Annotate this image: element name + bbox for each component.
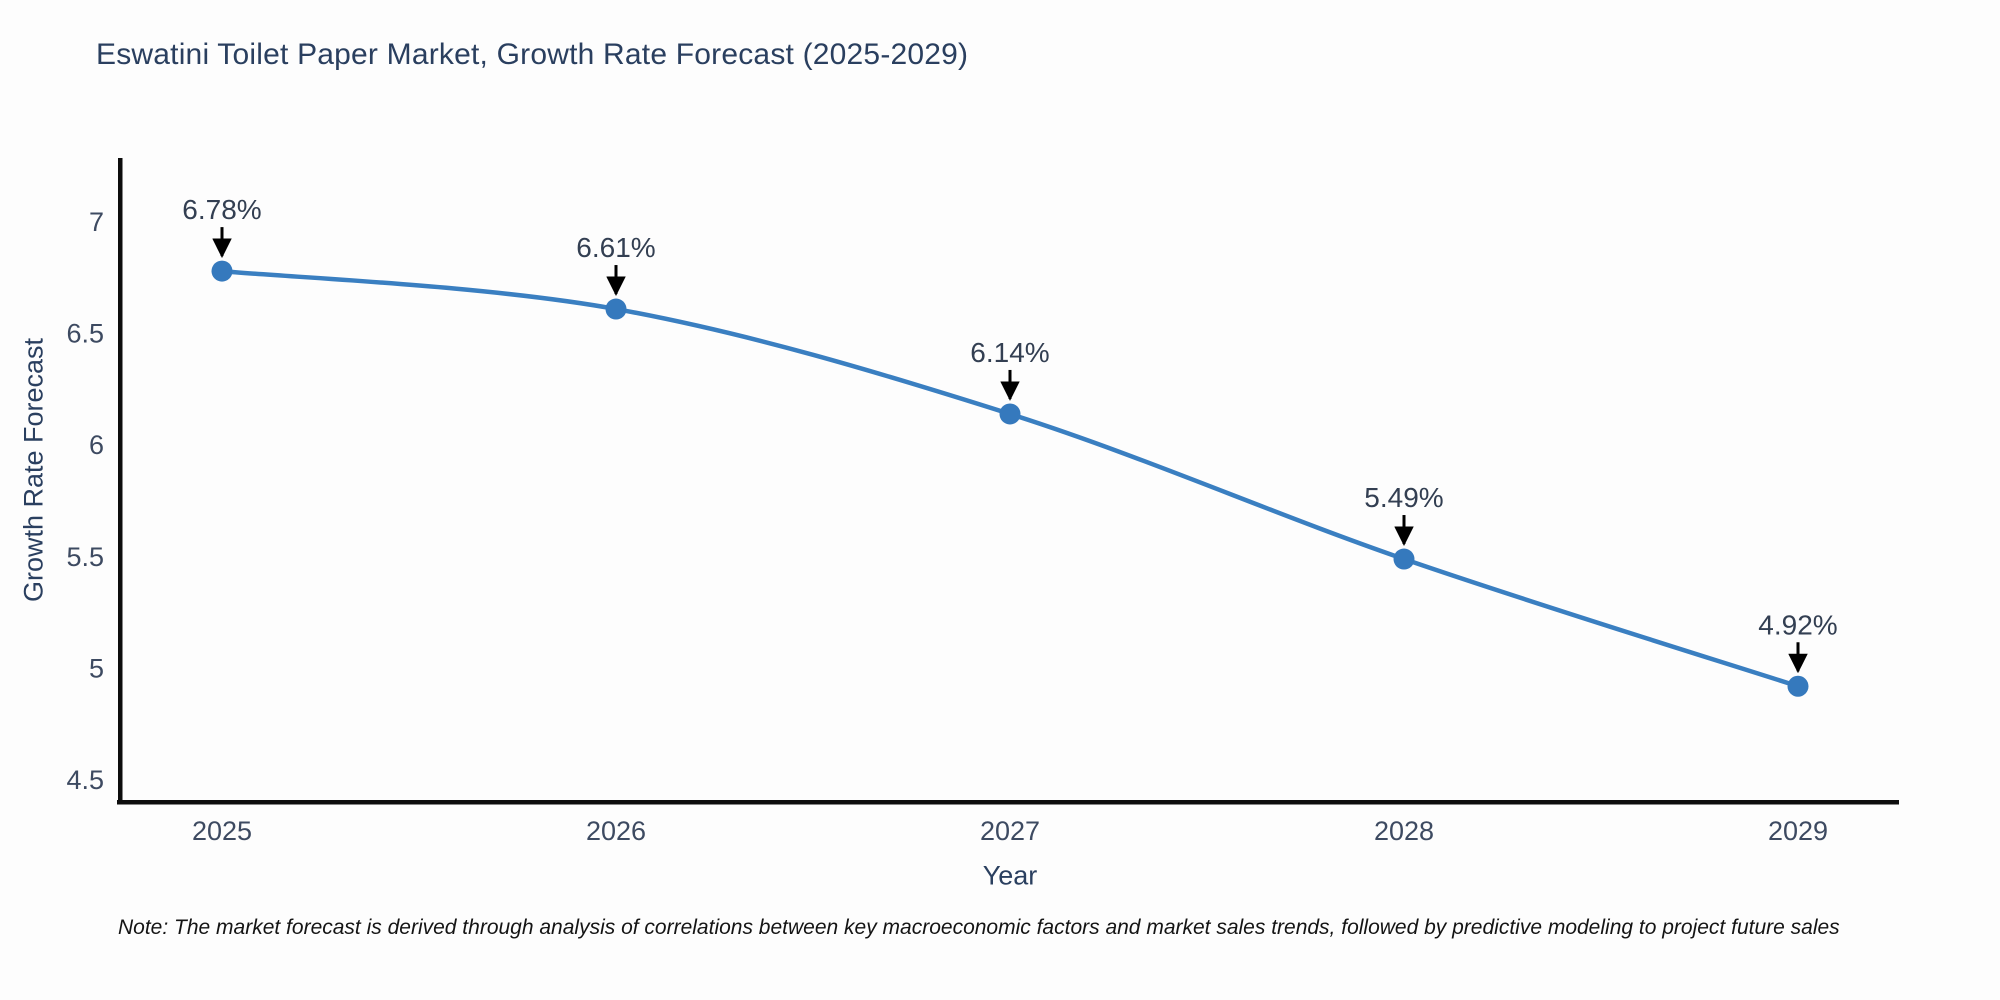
series-line xyxy=(219,268,1801,689)
y-tick-label: 5.5 xyxy=(66,542,104,572)
chart-title: Eswatini Toilet Paper Market, Growth Rat… xyxy=(96,38,969,71)
point-annotation-label: 6.14% xyxy=(970,337,1049,368)
data-point-marker xyxy=(1393,548,1415,570)
x-tick-label: 2025 xyxy=(192,816,252,846)
x-tick-label: 2027 xyxy=(980,816,1040,846)
x-tick-label: 2028 xyxy=(1374,816,1434,846)
y-tick-label: 4.5 xyxy=(66,765,104,795)
y-tick-label: 7 xyxy=(89,207,104,237)
data-point-marker xyxy=(211,260,233,282)
point-annotation-label: 5.49% xyxy=(1364,482,1443,513)
y-tick-label: 6.5 xyxy=(66,319,104,349)
point-annotation-label: 4.92% xyxy=(1758,609,1837,640)
footnote: Note: The market forecast is derived thr… xyxy=(118,916,1840,939)
x-tick-label: 2029 xyxy=(1768,816,1828,846)
point-annotation-label: 6.78% xyxy=(182,194,261,225)
x-axis-title: Year xyxy=(982,860,1038,891)
x-tick-label: 2026 xyxy=(586,816,646,846)
data-point-marker xyxy=(999,403,1021,425)
data-point-marker xyxy=(1787,675,1809,697)
point-annotation-label: 6.61% xyxy=(576,232,655,263)
y-tick-label: 6 xyxy=(89,430,104,460)
data-point-marker xyxy=(605,298,627,320)
y-tick-label: 5 xyxy=(89,653,104,683)
y-axis-title: Growth Rate Forecast xyxy=(18,337,49,603)
